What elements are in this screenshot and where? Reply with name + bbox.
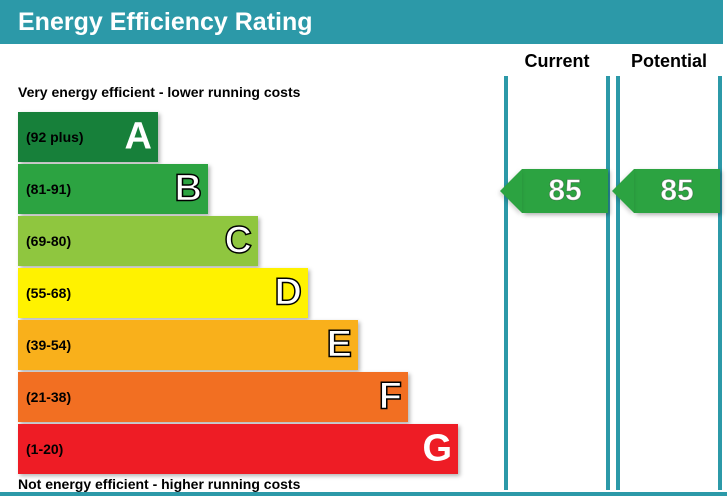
current-column: Current 85 — [504, 46, 610, 490]
band-e: (39-54) E — [18, 320, 358, 370]
current-header: Current — [504, 46, 610, 76]
potential-box: 85 — [616, 76, 722, 490]
band-range: (21-38) — [18, 389, 71, 405]
rating-arrow: 85 — [522, 169, 608, 213]
band-d: (55-68) D — [18, 268, 308, 318]
band-letter: F — [379, 376, 402, 419]
band-range: (1-20) — [18, 441, 63, 457]
band-a: (92 plus) A — [18, 112, 158, 162]
band-letter: C — [225, 220, 252, 263]
energy-rating-chart: Energy Efficiency Rating Very energy eff… — [0, 0, 727, 500]
rating-value: 85 — [634, 169, 720, 213]
inefficient-label: Not energy efficient - higher running co… — [18, 476, 300, 492]
rating-bands: (92 plus) A (81-91) B (69-80) C (55-68) D (39-54… — [18, 112, 458, 476]
band-range: (39-54) — [18, 337, 71, 353]
rating-arrow: 85 — [634, 169, 720, 213]
band-g: (1-20) G — [18, 424, 458, 474]
band-range: (69-80) — [18, 233, 71, 249]
band-letter: G — [422, 428, 452, 471]
band-range: (81-91) — [18, 181, 71, 197]
chart-title: Energy Efficiency Rating — [0, 0, 723, 44]
chart-body: Very energy efficient - lower running co… — [0, 44, 727, 496]
potential-column: Potential 85 — [616, 46, 722, 490]
band-c: (69-80) C — [18, 216, 258, 266]
band-letter: E — [327, 324, 352, 367]
band-b: (81-91) B — [18, 164, 208, 214]
band-f: (21-38) F — [18, 372, 408, 422]
band-letter: B — [175, 168, 202, 211]
band-range: (55-68) — [18, 285, 71, 301]
rating-columns: Current 85 Potential 85 — [504, 46, 722, 490]
band-letter: D — [275, 272, 302, 315]
efficient-label: Very energy efficient - lower running co… — [18, 84, 300, 100]
current-box: 85 — [504, 76, 610, 490]
potential-header: Potential — [616, 46, 722, 76]
rating-value: 85 — [522, 169, 608, 213]
band-range: (92 plus) — [18, 129, 84, 145]
band-letter: A — [125, 116, 152, 159]
